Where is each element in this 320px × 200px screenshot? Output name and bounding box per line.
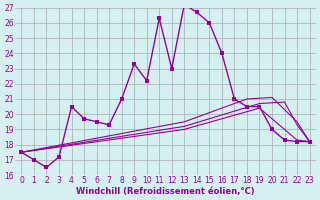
X-axis label: Windchill (Refroidissement éolien,°C): Windchill (Refroidissement éolien,°C) [76, 187, 255, 196]
